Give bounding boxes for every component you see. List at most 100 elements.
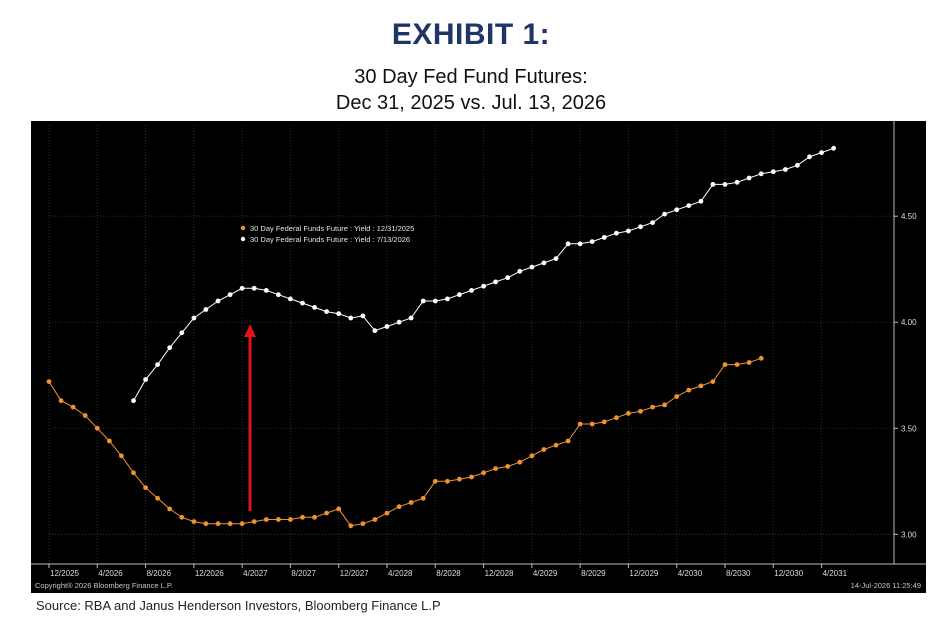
data-point: [408, 500, 414, 505]
data-point: [469, 474, 474, 480]
chart-copyright: Copyright® 2026 Bloomberg Finance L.P.: [35, 581, 173, 590]
data-point: [372, 328, 378, 334]
chart-timestamp: 14-Jul-2026 11:25:49: [851, 581, 921, 590]
data-point: [348, 315, 354, 321]
data-point: [650, 404, 655, 410]
data-point: [300, 300, 305, 306]
data-point: [734, 179, 740, 185]
x-tick-label: 12/2030: [774, 569, 803, 578]
data-point: [674, 394, 680, 399]
data-point: [577, 421, 583, 427]
data-point: [493, 279, 498, 285]
data-point: [155, 362, 160, 367]
legend-label: 30 Day Federal Funds Future : Yield : 12…: [250, 224, 414, 233]
data-point: [783, 167, 788, 172]
data-point: [541, 447, 547, 452]
chart: 3.00 3.50 4.00 4.50 12/2025 4/2026 8/2026 12/20…: [31, 121, 926, 593]
data-point: [601, 419, 607, 425]
data-point: [662, 211, 667, 217]
data-point: [457, 292, 462, 298]
data-point: [408, 315, 414, 321]
data-point: [722, 182, 728, 187]
data-point: [203, 307, 209, 312]
data-point: [626, 228, 631, 234]
data-point: [505, 464, 511, 469]
data-point: [420, 298, 426, 304]
data-point: [445, 296, 450, 302]
data-point: [565, 438, 571, 444]
data-point: [360, 313, 366, 319]
data-point: [288, 517, 293, 522]
data-point: [541, 260, 547, 266]
data-point: [432, 478, 438, 484]
chart-legend: 30 Day Federal Funds Future : Yield : 12…: [240, 224, 414, 244]
data-point: [179, 330, 185, 336]
data-point: [831, 145, 836, 151]
data-point: [662, 402, 667, 408]
data-point: [553, 442, 559, 448]
series-1: [131, 145, 836, 404]
data-point: [94, 425, 100, 431]
data-point: [384, 324, 390, 329]
data-point: [638, 408, 643, 414]
data-point: [746, 360, 752, 365]
x-tick-label: 8/2029: [581, 569, 606, 578]
data-point: [191, 315, 197, 321]
x-tick-label: 4/2028: [388, 569, 413, 578]
x-tick-label: 8/2026: [147, 569, 172, 578]
data-point: [746, 175, 752, 181]
data-point: [469, 288, 474, 293]
data-point: [203, 521, 209, 527]
legend-marker: [240, 225, 246, 231]
data-point: [577, 241, 583, 247]
chart-grid: [48, 125, 894, 564]
data-point: [698, 383, 704, 389]
data-point: [360, 521, 366, 527]
x-tick-label: 8/2027: [291, 569, 316, 578]
data-point: [529, 453, 535, 459]
y-tick-label: 4.50: [901, 212, 917, 221]
data-point: [227, 521, 233, 527]
x-tick-label: 4/2029: [533, 569, 558, 578]
data-point: [589, 239, 595, 244]
data-point: [722, 362, 728, 367]
data-point: [698, 198, 704, 204]
data-point: [324, 510, 329, 516]
x-tick-label: 12/2027: [340, 569, 369, 578]
data-point: [445, 478, 450, 484]
data-point: [626, 411, 631, 416]
data-point: [336, 311, 342, 317]
data-point: [770, 169, 776, 175]
data-point: [167, 345, 173, 351]
data-point: [70, 404, 76, 410]
legend-label: 30 Day Federal Funds Future : Yield : 7/…: [250, 235, 410, 244]
data-point: [167, 506, 173, 512]
x-tick-label: 12/2029: [629, 569, 658, 578]
data-point: [457, 476, 462, 482]
data-point: [686, 203, 692, 208]
y-tick-label: 3.50: [901, 424, 917, 433]
chart-subtitle-line1: 30 Day Fed Fund Futures:: [354, 66, 588, 88]
data-point: [565, 241, 571, 247]
data-point: [807, 154, 812, 160]
data-point: [420, 495, 426, 501]
data-point: [58, 398, 64, 404]
chart-axes: 3.00 3.50 4.00 4.50 12/2025 4/2026 8/2026 12/20…: [31, 121, 926, 578]
x-tick-label: 8/2030: [726, 569, 751, 578]
data-point: [312, 514, 317, 520]
x-tick-label: 4/2030: [678, 569, 703, 578]
x-tick-label: 4/2026: [98, 569, 123, 578]
data-point: [650, 220, 655, 225]
data-point: [227, 292, 233, 298]
data-point: [191, 519, 197, 524]
chart-series: [46, 145, 836, 529]
data-point: [336, 506, 342, 512]
data-point: [215, 298, 221, 304]
data-point: [614, 415, 619, 421]
data-point: [505, 275, 511, 281]
chart-annotation: [244, 324, 256, 511]
data-point: [517, 268, 523, 274]
data-point: [300, 514, 305, 520]
data-point: [601, 235, 607, 240]
data-point: [263, 517, 269, 522]
